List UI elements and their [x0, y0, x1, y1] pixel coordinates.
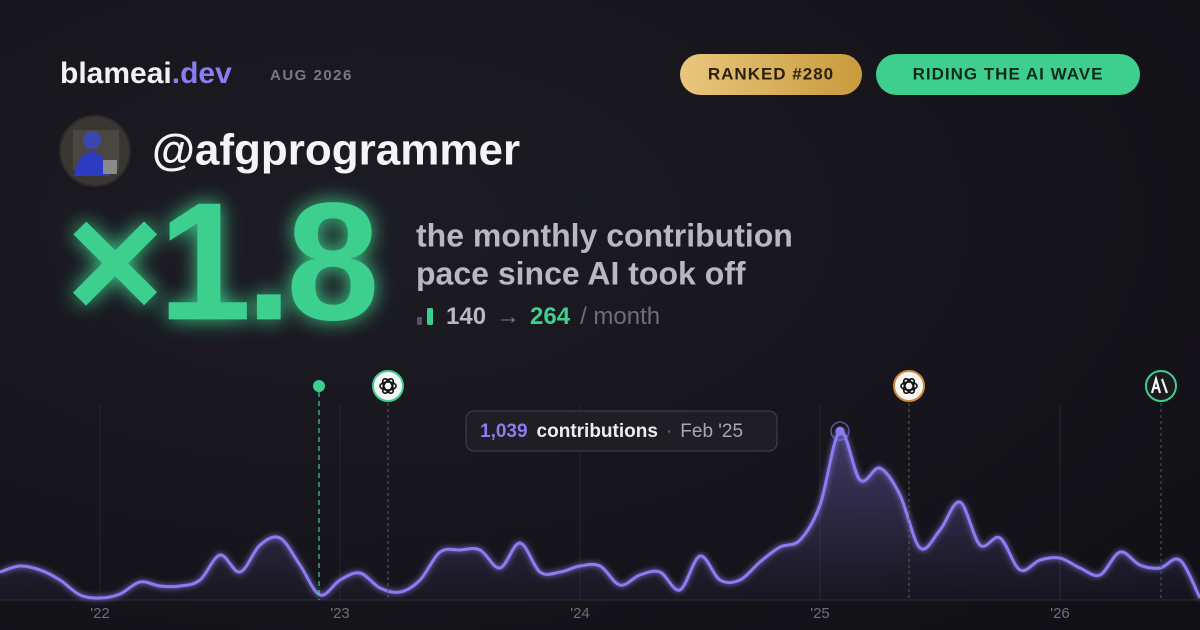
peak-point	[835, 426, 845, 436]
tooltip-separator: ·	[666, 421, 672, 442]
status-badge	[876, 54, 1140, 95]
glyph-part	[902, 377, 916, 395]
peak-halo	[830, 421, 850, 441]
pace-arrow: →	[496, 303, 520, 330]
status-badge-text: RIDING THE AI WAVE	[913, 64, 1104, 83]
pace-after: 264	[530, 303, 571, 330]
pace-icon-after	[427, 308, 433, 325]
icon-glyph	[379, 377, 397, 395]
glyph-part	[381, 377, 395, 395]
glyph-part	[900, 381, 918, 391]
tooltip: 1,039 contributions · Feb '25	[465, 410, 778, 452]
icon-ring	[893, 370, 925, 402]
rank-badge	[680, 54, 862, 95]
x-tick-label: '24	[570, 605, 590, 622]
pace-before: 140	[446, 303, 486, 330]
openai-icon	[893, 370, 925, 402]
icon-ring	[372, 370, 404, 402]
tooltip-unit: contributions	[537, 421, 658, 442]
tooltip-box	[465, 410, 778, 452]
caption-line: pace since AI took off	[416, 255, 746, 291]
events	[313, 370, 1177, 600]
pace-unit: / month	[580, 303, 660, 330]
tooltip-value: 1,039	[480, 421, 528, 442]
caption-line: the monthly contribution	[416, 217, 793, 253]
x-tick-label: '25	[810, 605, 830, 622]
avatar-body	[74, 152, 110, 176]
chart: '22 '23 '24 '25 '26	[0, 405, 1200, 622]
tooltip-date: Feb '25	[680, 421, 743, 442]
icon-glyph	[1150, 374, 1169, 394]
anthropic-icon	[1145, 370, 1177, 402]
rank-badge-text: RANKED #280	[708, 64, 834, 83]
period: AUG 2026	[270, 67, 353, 84]
area-fill	[0, 430, 1200, 600]
brand-name: blameai	[60, 57, 172, 90]
x-tick-label: '23	[330, 605, 350, 622]
glyph-part	[379, 381, 397, 391]
avatar-head	[83, 131, 101, 149]
openai-icon	[372, 370, 404, 402]
pace: 140 → 264 / month	[446, 303, 660, 330]
brand: blameai.dev	[60, 57, 232, 90]
avatar	[59, 115, 131, 187]
icon-glyph	[900, 377, 918, 395]
tooltip-text: 1,039 contributions · Feb '25	[480, 421, 743, 442]
brand-tld: .dev	[172, 57, 232, 90]
handle: @afgprogrammer	[152, 126, 520, 175]
icon-ring	[1145, 370, 1177, 402]
glyph-part	[381, 377, 395, 395]
x-tick-label: '22	[90, 605, 110, 622]
event-dot	[313, 380, 325, 392]
glyph-part	[902, 377, 916, 395]
pace-icon-before	[417, 317, 422, 325]
line	[0, 429, 1200, 600]
x-tick-label: '26	[1050, 605, 1070, 622]
avatar-object	[103, 160, 117, 174]
multiplier: ×1.8	[66, 167, 375, 355]
